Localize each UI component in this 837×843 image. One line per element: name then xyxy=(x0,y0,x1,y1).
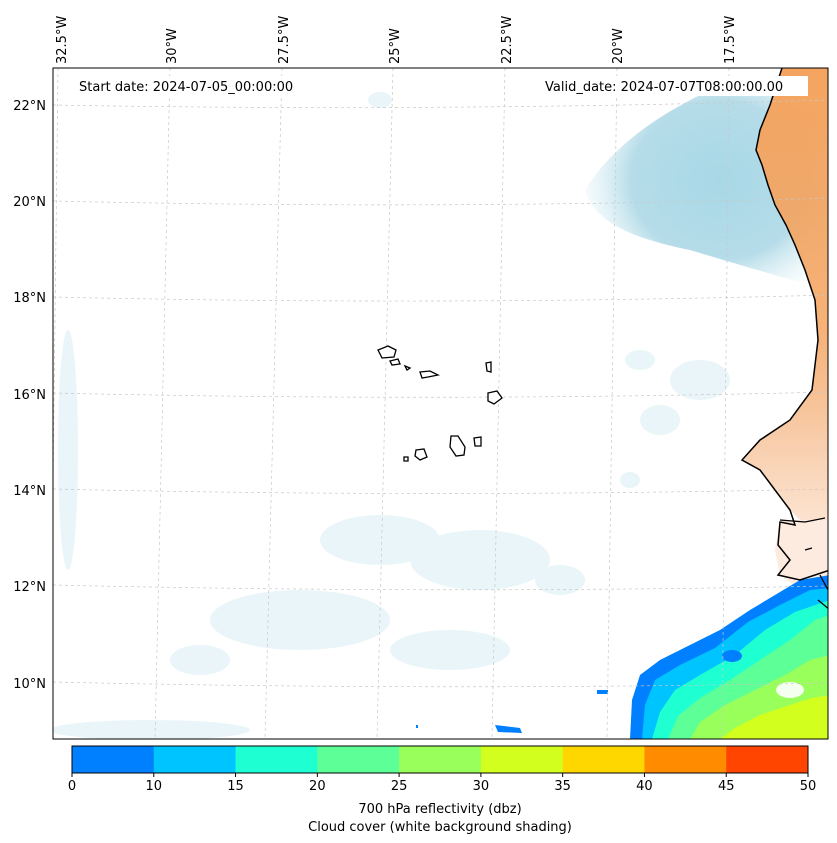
colorbar-tick-label: 25 xyxy=(391,779,408,794)
lon-label-25w: 25°W xyxy=(388,28,403,64)
latitude-labels: 22°N 20°N 18°N 16°N 14°N 12°N 10°N xyxy=(13,99,46,692)
lat-label-20n: 20°N xyxy=(13,195,46,210)
lon-label-30w: 30°W xyxy=(165,28,180,64)
colorbar-segment xyxy=(399,746,482,773)
colorbar-tick-label: 10 xyxy=(146,779,163,794)
colorbar-segment xyxy=(72,746,155,773)
colorbar-tick-label: 30 xyxy=(473,779,490,794)
africa-coastline xyxy=(740,68,828,581)
cape-verde-islands xyxy=(377,345,503,462)
island-sao-nicolau xyxy=(419,370,440,379)
lat-label-12n: 12°N xyxy=(13,580,46,595)
longitude-labels: 32.5°W 30°W 27.5°W 25°W 22.5°W 20°W 17.5… xyxy=(55,16,738,64)
map-panel: Start date: 2024-07-05_00:00:00 Valid_da… xyxy=(53,68,828,739)
lon-label-17-5w: 17.5°W xyxy=(723,16,738,64)
island-maio xyxy=(473,436,482,447)
lat-label-14n: 14°N xyxy=(13,484,46,499)
colorbar-tick-label: 15 xyxy=(227,779,244,794)
land-africa xyxy=(742,68,828,539)
lon-label-20w: 20°W xyxy=(611,28,626,64)
island-brava xyxy=(403,456,409,462)
valid-date-label: Valid_date: 2024-07-07T08:00:00.00 xyxy=(545,80,783,95)
colorbar-segment xyxy=(726,746,809,773)
reflectivity-area xyxy=(416,575,828,739)
gridlines xyxy=(53,68,828,739)
colorbar-label-line1: 700 hPa reflectivity (dbz) xyxy=(358,802,521,817)
island-santo-antao xyxy=(377,345,397,359)
valid-date-box xyxy=(540,76,808,96)
island-boa-vista xyxy=(487,390,503,405)
island-santa-luzia xyxy=(403,364,412,371)
lon-label-27-5w: 27.5°W xyxy=(277,16,292,64)
colorbar-ticks: 0 10 15 20 25 30 35 40 45 50 xyxy=(68,773,816,794)
start-date-box xyxy=(73,76,315,96)
island-sao-vicente xyxy=(389,358,401,366)
lat-label-10n: 10°N xyxy=(13,677,46,692)
lat-label-16n: 16°N xyxy=(13,388,46,403)
colorbar-segment xyxy=(562,746,645,773)
colorbar-segment xyxy=(153,746,237,773)
lon-label-22-5w: 22.5°W xyxy=(500,16,515,64)
colorbar-label-line2: Cloud cover (white background shading) xyxy=(308,820,572,835)
colorbar-tick-label: 50 xyxy=(800,779,817,794)
lon-label-32-5w: 32.5°W xyxy=(55,16,70,64)
map-frame xyxy=(52,67,829,740)
colorbar-segment xyxy=(480,746,564,773)
colorbar-segments xyxy=(72,746,809,773)
island-fogo xyxy=(414,448,428,461)
colorbar-segment xyxy=(235,746,318,773)
lat-label-22n: 22°N xyxy=(13,99,46,114)
colorbar-tick-label: 35 xyxy=(554,779,571,794)
lat-label-18n: 18°N xyxy=(13,291,46,306)
coastline-south xyxy=(804,547,828,610)
colorbar: 0 10 15 20 25 30 35 40 45 50 700 hPa reflectivity… xyxy=(68,745,816,835)
colorbar-segment xyxy=(644,746,727,773)
colorbar-frame xyxy=(71,745,809,774)
colorbar-tick-label: 20 xyxy=(309,779,326,794)
gambia-river xyxy=(779,517,826,523)
colorbar-segment xyxy=(317,746,400,773)
colorbar-tick-label: 40 xyxy=(636,779,653,794)
colorbar-tick-label: 45 xyxy=(718,779,735,794)
colorbar-tick-label: 0 xyxy=(68,779,76,794)
island-santiago xyxy=(449,435,466,457)
light-cloud-cover xyxy=(53,92,730,739)
start-date-label: Start date: 2024-07-05_00:00:00 xyxy=(79,80,293,95)
island-sal xyxy=(485,361,492,373)
